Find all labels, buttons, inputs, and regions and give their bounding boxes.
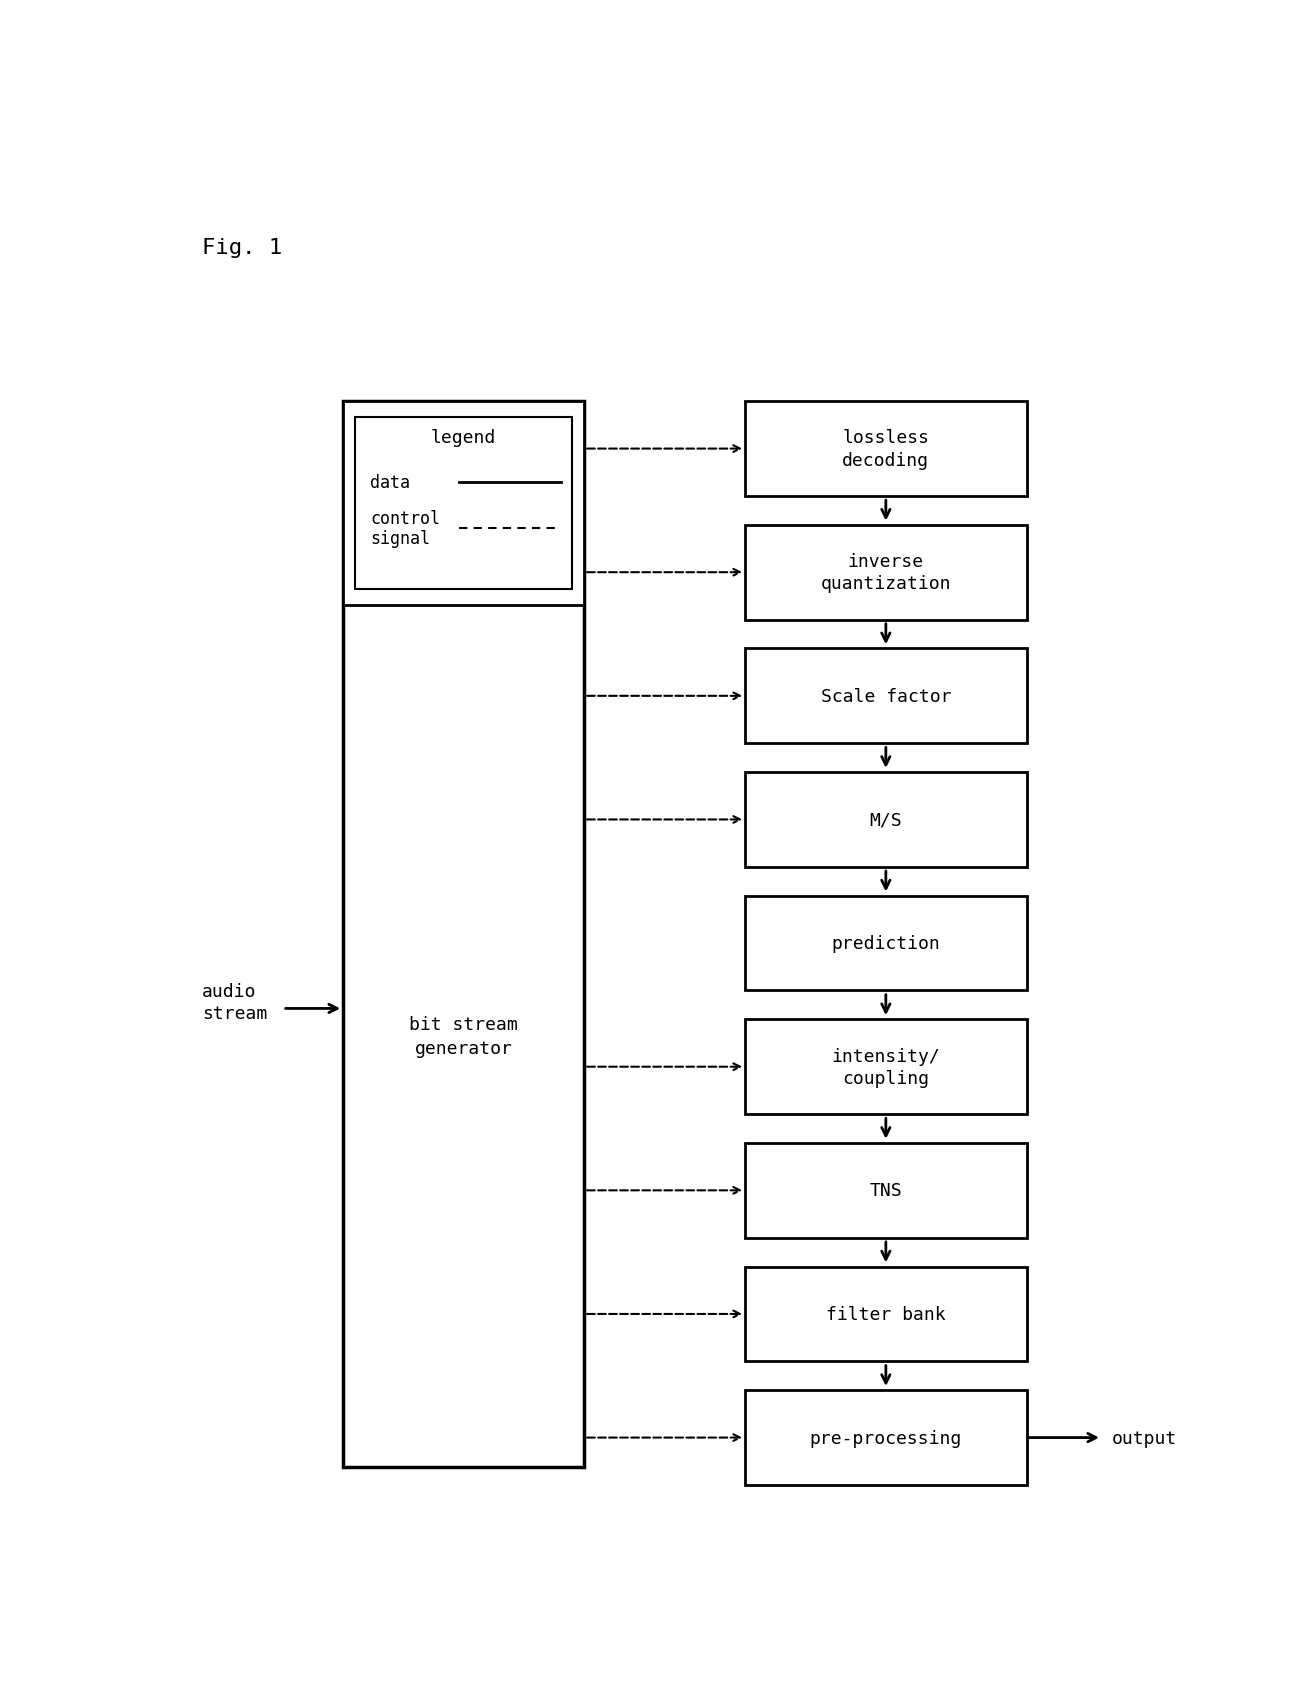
Text: control
signal: control signal	[370, 509, 440, 548]
FancyBboxPatch shape	[342, 403, 584, 606]
FancyBboxPatch shape	[744, 649, 1026, 744]
Text: TNS: TNS	[869, 1181, 903, 1200]
Text: intensity/
coupling: intensity/ coupling	[831, 1046, 940, 1087]
FancyBboxPatch shape	[744, 1267, 1026, 1362]
Text: pre-processing: pre-processing	[809, 1429, 962, 1448]
Text: Fig. 1: Fig. 1	[202, 237, 283, 258]
Text: M/S: M/S	[869, 811, 903, 830]
FancyBboxPatch shape	[355, 418, 572, 591]
FancyBboxPatch shape	[744, 526, 1026, 620]
Text: output: output	[1112, 1429, 1178, 1448]
Text: audio
stream: audio stream	[202, 982, 267, 1022]
Text: data: data	[370, 475, 410, 492]
Text: Scale factor: Scale factor	[821, 688, 951, 705]
Text: lossless
decoding: lossless decoding	[842, 428, 930, 469]
Text: inverse
quantization: inverse quantization	[821, 553, 951, 592]
FancyBboxPatch shape	[342, 403, 584, 1466]
Text: prediction: prediction	[831, 934, 940, 953]
FancyBboxPatch shape	[744, 1144, 1026, 1238]
Text: bit stream
generator: bit stream generator	[410, 1016, 518, 1057]
FancyBboxPatch shape	[744, 1391, 1026, 1485]
FancyBboxPatch shape	[744, 896, 1026, 990]
FancyBboxPatch shape	[744, 403, 1026, 497]
FancyBboxPatch shape	[744, 773, 1026, 867]
Text: legend: legend	[431, 428, 497, 446]
Text: filter bank: filter bank	[826, 1306, 946, 1323]
FancyBboxPatch shape	[744, 1019, 1026, 1115]
